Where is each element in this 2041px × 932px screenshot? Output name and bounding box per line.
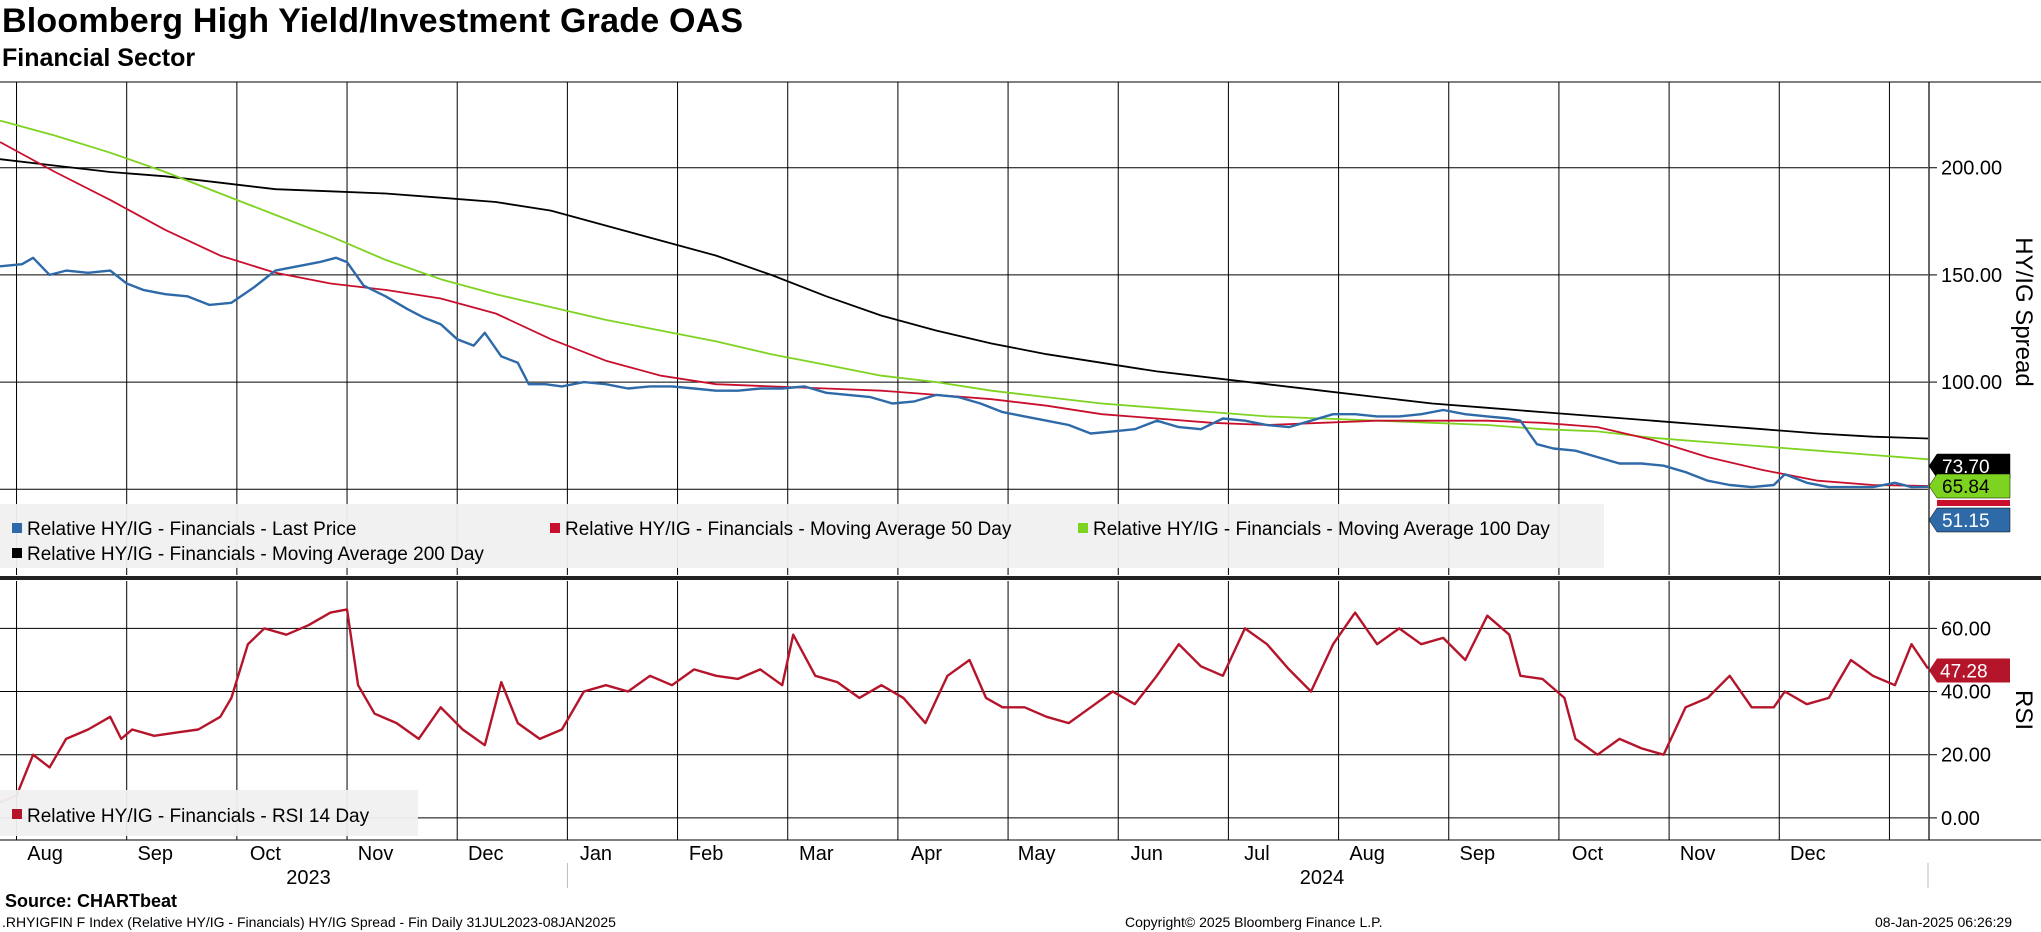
upper-ytick-label: 100.00 — [1941, 372, 2002, 394]
x-month-label: Nov — [358, 843, 394, 865]
chart-subtitle: Financial Sector — [2, 44, 196, 72]
upper-panel-grid — [0, 82, 1928, 575]
x-month-label: Jun — [1131, 843, 1163, 865]
value-tag — [1928, 507, 2011, 533]
chart-title: Bloomberg High Yield/Investment Grade OA… — [2, 2, 744, 40]
x-month-label: Aug — [1349, 843, 1385, 865]
ticker-line: .RHYIGFIN F Index (Relative HY/IG - Fina… — [2, 914, 616, 930]
value-tag-text: 65.84 — [1942, 477, 1990, 498]
x-year-label: 2024 — [1300, 867, 1345, 889]
lower-ytick-label: 60.00 — [1941, 618, 1991, 640]
lower-ytick-label: 40.00 — [1941, 682, 1991, 704]
x-month-label: Jul — [1244, 843, 1270, 865]
value-tag-text: 51.15 — [1942, 511, 1990, 532]
series-line-2 — [0, 119, 1929, 461]
x-month-label: Oct — [250, 843, 282, 865]
x-month-label: Aug — [27, 843, 63, 865]
lower-panel-series — [0, 608, 1929, 804]
legend-entry: Relative HY/IG - Financials - Last Price — [27, 519, 356, 540]
legend-entry: Relative HY/IG - Financials - Moving Ave… — [1093, 519, 1550, 540]
x-month-label: Jan — [580, 843, 612, 865]
x-year-label: 2023 — [286, 867, 331, 889]
lower-legend-box — [0, 790, 418, 836]
series-line-0 — [0, 256, 1929, 489]
legend-swatch — [12, 523, 22, 533]
upper-panel-series — [0, 119, 1929, 489]
legend-swatch — [12, 548, 22, 558]
lower-y-axis-title: RSI — [2010, 690, 2037, 730]
panel-separator — [0, 576, 2041, 580]
legend-swatch — [12, 809, 22, 819]
x-month-label: Nov — [1680, 843, 1716, 865]
legend-swatch — [550, 523, 560, 533]
copyright: Copyright© 2025 Bloomberg Finance L.P. — [1125, 914, 1383, 930]
series-line-1 — [0, 141, 1929, 487]
x-month-label: Mar — [799, 843, 834, 865]
x-month-label: Sep — [137, 843, 173, 865]
x-month-label: May — [1018, 843, 1056, 865]
lower-ytick-label: 0.00 — [1941, 808, 1980, 830]
x-month-label: Apr — [911, 843, 942, 865]
ma50-tag-sliver — [1937, 500, 2010, 506]
timestamp: 08-Jan-2025 06:26:29 — [1875, 914, 2012, 930]
legends: Relative HY/IG - Financials - Last Price… — [0, 504, 1604, 836]
value-tag — [1928, 473, 2011, 499]
upper-ytick-label: 150.00 — [1941, 265, 2002, 287]
upper-y-axis-title: HY/IG Spread — [2010, 237, 2037, 386]
legend-entry: Relative HY/IG - Financials - Moving Ave… — [27, 544, 484, 565]
source-note: Source: CHARTbeat — [5, 891, 178, 911]
legend-entry: Relative HY/IG - Financials - RSI 14 Day — [27, 806, 370, 827]
rsi-value-tag-text: 47.28 — [1940, 662, 1988, 683]
legend-entry: Relative HY/IG - Financials - Moving Ave… — [565, 519, 1012, 540]
upper-ytick-label: 200.00 — [1941, 158, 2002, 180]
axes: 200.00 150.00 100.00 60.00 40.00 20.00 0.00 HY/… — [0, 81, 2041, 889]
value-tag-text: 73.70 — [1942, 457, 1990, 478]
x-month-label: Dec — [468, 843, 504, 865]
x-month-label: Feb — [689, 843, 723, 865]
x-month-label: Dec — [1790, 843, 1826, 865]
x-month-label: Sep — [1460, 843, 1496, 865]
series-line-3 — [0, 158, 1929, 440]
x-month-label: Oct — [1572, 843, 1604, 865]
legend-swatch — [1078, 523, 1088, 533]
lower-ytick-label: 20.00 — [1941, 745, 1991, 767]
upper-legend-box — [0, 504, 1604, 568]
rsi-value-tag — [1929, 658, 2010, 683]
rsi-line — [0, 608, 1929, 804]
